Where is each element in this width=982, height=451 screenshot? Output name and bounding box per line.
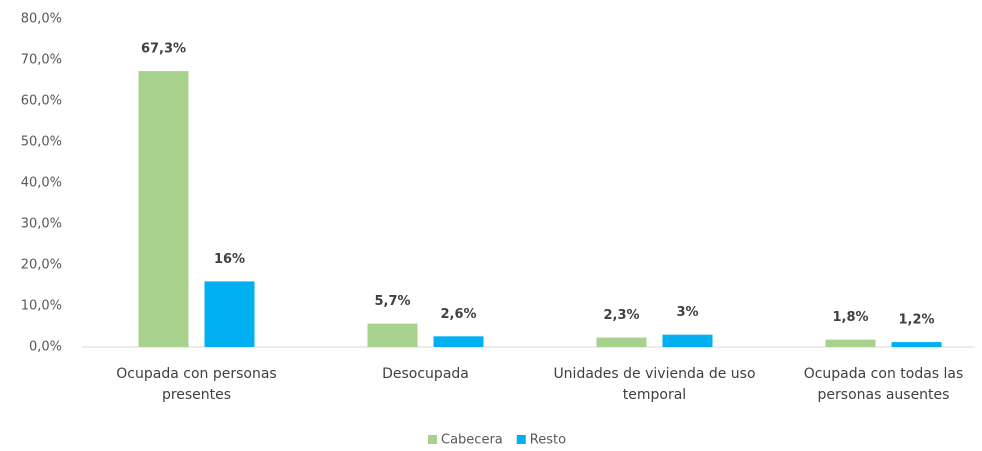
y-tick-label: 40,0% (21, 176, 62, 191)
bar (138, 71, 189, 347)
y-tick-label: 60,0% (21, 94, 62, 109)
bar (433, 336, 484, 347)
y-tick-label: 10,0% (21, 299, 62, 314)
bar (662, 334, 713, 347)
bar (596, 337, 647, 347)
y-tick-label: 30,0% (21, 217, 62, 232)
legend-swatch (516, 435, 526, 444)
data-label: 1,2% (898, 313, 934, 328)
data-label: 3% (676, 305, 698, 320)
data-label: 67,3% (141, 42, 186, 57)
legend-label: Cabecera (441, 433, 503, 448)
bar (204, 281, 255, 347)
x-tick-label: Ocupada con todas las personas ausentes (803, 366, 964, 403)
legend-swatch (428, 435, 437, 444)
y-tick-label: 70,0% (21, 53, 62, 68)
x-tick-label: Desocupada (382, 366, 469, 382)
y-tick-label: 50,0% (21, 135, 62, 150)
y-tick-label: 0,0% (29, 340, 62, 355)
y-tick-label: 20,0% (21, 258, 62, 273)
x-tick-label: Ocupada con personas presentes (116, 366, 277, 403)
data-label: 16% (214, 252, 245, 267)
data-label: 2,3% (603, 308, 639, 323)
bar (825, 339, 876, 347)
bar (367, 323, 418, 347)
data-label: 1,8% (832, 310, 868, 325)
legend-label: Resto (530, 433, 566, 448)
x-tick-label: Unidades de vivienda de uso temporal (553, 366, 756, 403)
data-label: 2,6% (440, 307, 476, 322)
y-tick-label: 80,0% (21, 12, 62, 27)
bar (891, 342, 942, 347)
data-label: 5,7% (374, 294, 410, 309)
